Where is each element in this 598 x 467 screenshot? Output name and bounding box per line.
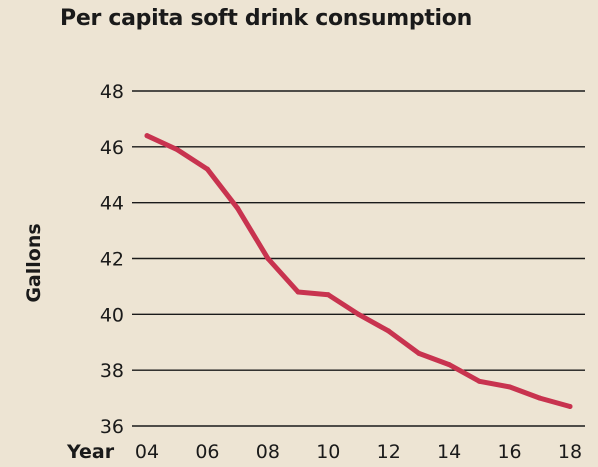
data-point (416, 350, 422, 356)
data-point (265, 256, 271, 261)
data-point (174, 147, 180, 153)
x-tick-label: 06 (195, 441, 219, 463)
x-axis-title: Year (66, 441, 115, 463)
data-point (356, 311, 361, 317)
x-tick-label: 12 (377, 441, 401, 463)
data-point (386, 328, 392, 334)
data-point (476, 378, 482, 384)
data-point (295, 289, 301, 295)
y-tick-label: 36 (100, 416, 124, 438)
data-point (235, 205, 241, 211)
data-point (144, 133, 150, 139)
y-tick-label: 40 (100, 304, 124, 326)
y-tick-label: 48 (100, 81, 124, 103)
data-point (537, 395, 543, 401)
data-point (507, 384, 513, 390)
x-tick-label: 10 (316, 441, 340, 463)
series-line (144, 133, 573, 409)
x-tick-label: 18 (558, 441, 582, 463)
x-tick-label: 08 (256, 441, 280, 463)
y-tick-label: 42 (100, 249, 124, 271)
x-tick-label: 04 (135, 441, 159, 463)
y-tick-label: 46 (100, 137, 124, 159)
y-axis-title: Gallons (23, 223, 45, 302)
y-tick-label: 44 (100, 193, 124, 215)
x-tick-label: 14 (437, 441, 461, 463)
data-point (204, 166, 210, 172)
chart-title: Per capita soft drink consumption (60, 6, 472, 31)
y-tick-label: 38 (100, 360, 124, 382)
data-point (446, 362, 452, 368)
data-point (325, 292, 331, 298)
x-tick-label: 16 (497, 441, 521, 463)
data-point (567, 403, 573, 409)
